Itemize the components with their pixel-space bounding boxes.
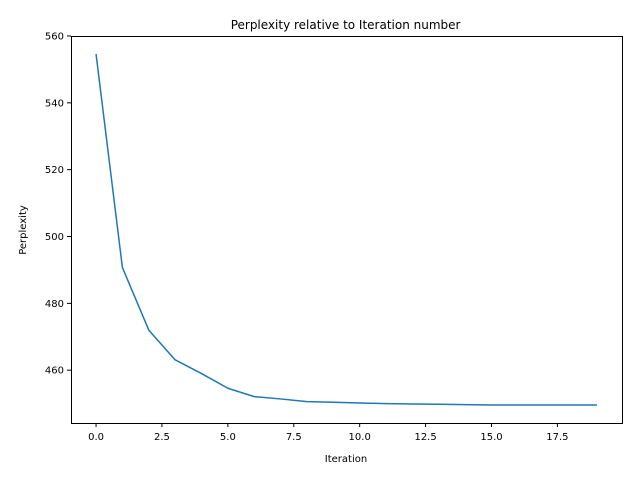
x-tick-label: 17.5 xyxy=(546,432,568,443)
x-tick-label: 5.0 xyxy=(220,432,236,443)
x-tick-label: 7.5 xyxy=(286,432,302,443)
x-tick-label: 0.0 xyxy=(88,432,104,443)
x-tick-label: 15.0 xyxy=(480,432,502,443)
y-tick-label: 500 xyxy=(45,232,64,243)
y-axis: 460 480 500 520 540 560 xyxy=(45,32,71,377)
x-tick-label: 10.0 xyxy=(349,432,371,443)
x-axis: 0.0 2.5 5.0 7.5 10.0 12.5 15.0 17.5 xyxy=(88,423,569,443)
plot-area xyxy=(71,36,623,424)
y-tick-label: 540 xyxy=(45,98,64,109)
x-tick-label: 2.5 xyxy=(154,432,170,443)
y-tick-label: 480 xyxy=(45,299,64,310)
y-axis-label: Perplexity xyxy=(18,205,29,255)
axes-frame xyxy=(71,36,623,424)
series-line-perplexity xyxy=(95,53,597,406)
y-tick-label: 520 xyxy=(45,165,64,176)
x-tick-label: 12.5 xyxy=(414,432,436,443)
x-axis-label: Iteration xyxy=(325,454,367,465)
axes-background xyxy=(71,36,622,423)
y-tick-label: 460 xyxy=(45,366,64,377)
y-tick-label: 560 xyxy=(45,32,64,43)
chart-title: Perplexity relative to Iteration number xyxy=(231,18,461,32)
